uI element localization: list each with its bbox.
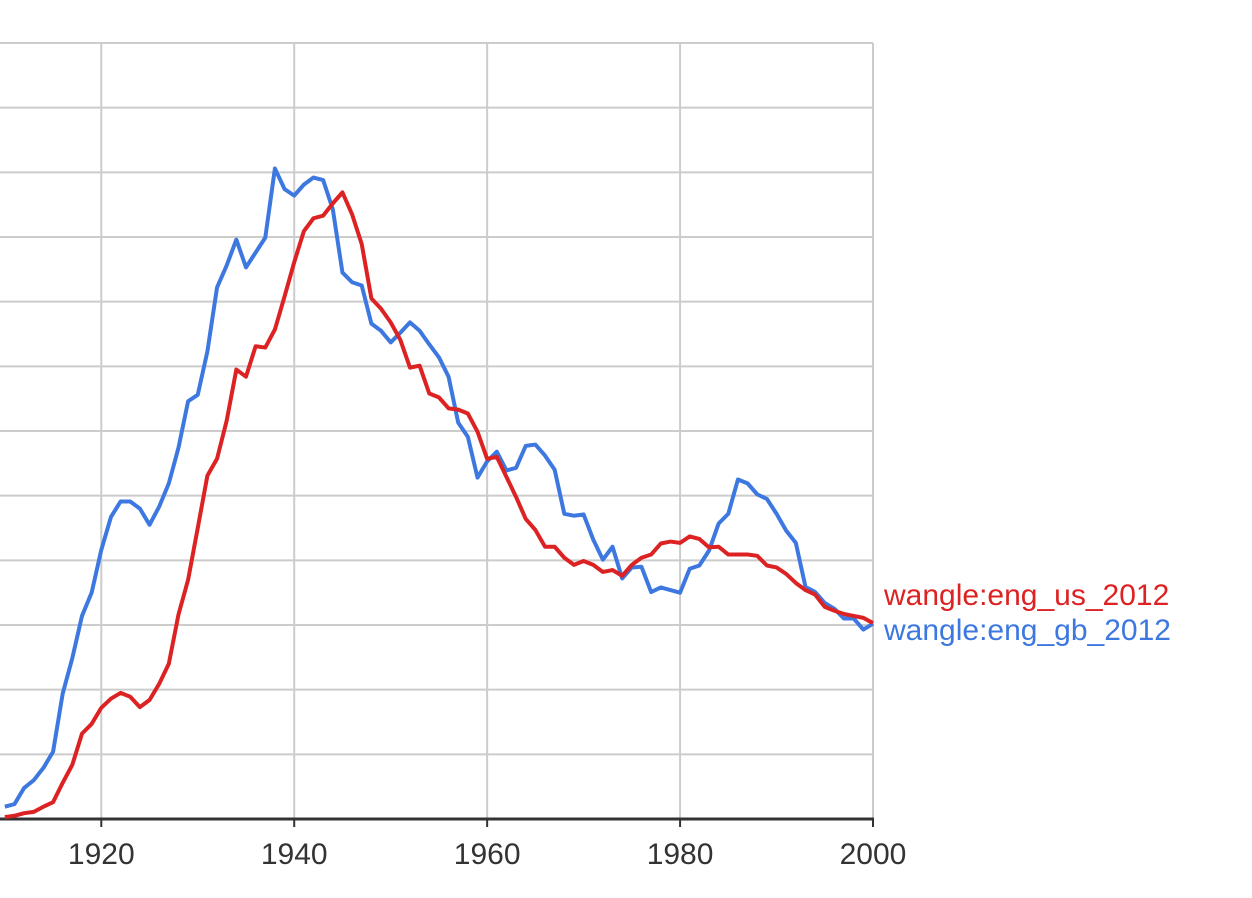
- series-line: [4, 190, 874, 820]
- x-tick-label: 2000: [840, 838, 907, 871]
- x-tick-label: 1980: [647, 838, 714, 871]
- legend-label: wangle:eng_gb_2012: [883, 614, 1171, 647]
- x-tick-label: 1960: [454, 838, 521, 871]
- series-line: [4, 166, 875, 809]
- x-tick-label: 1920: [68, 838, 135, 871]
- x-tick-label: 1940: [261, 838, 328, 871]
- legend-label: wangle:eng_us_2012: [883, 579, 1169, 612]
